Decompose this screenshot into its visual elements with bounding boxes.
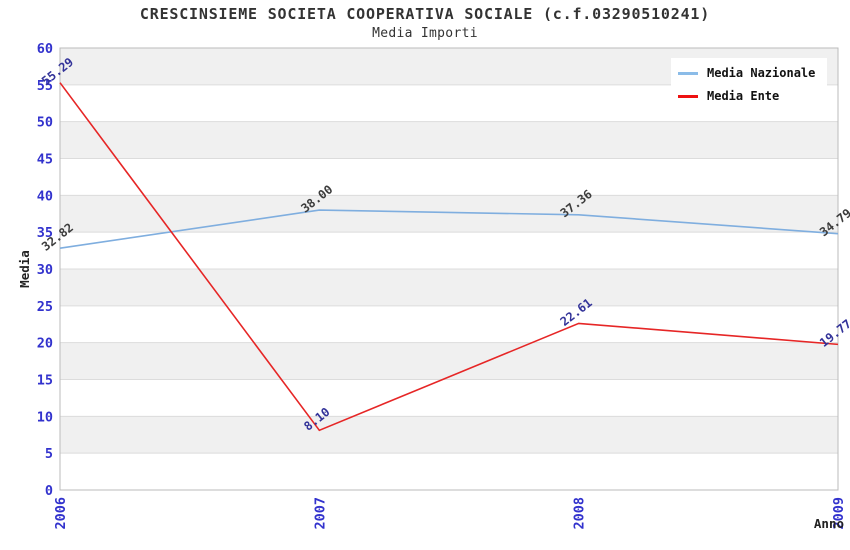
- legend-label: Media Ente: [707, 89, 780, 103]
- x-tick-label: 2008: [572, 497, 588, 530]
- plot-band: [60, 453, 838, 490]
- y-tick-label: 5: [45, 446, 53, 462]
- y-axis-title: Media: [17, 250, 32, 288]
- plot-band: [60, 342, 838, 380]
- plot-band: [60, 232, 838, 269]
- x-tick-label: 2006: [53, 497, 69, 530]
- y-tick-label: 45: [37, 152, 53, 168]
- y-tick-label: 20: [37, 336, 53, 352]
- y-tick-label: 35: [37, 225, 53, 241]
- y-tick-label: 30: [37, 262, 53, 278]
- plot-border: [59, 47, 839, 491]
- y-tick-label: 0: [45, 483, 53, 499]
- plot-band: [60, 158, 838, 196]
- plot-band: [60, 379, 838, 417]
- series-line-media-nazionale: [59, 209, 839, 250]
- x-tick-label: 2009: [831, 497, 847, 530]
- plot-band: [60, 269, 838, 306]
- chart-title: CRESCINSIEME SOCIETA COOPERATIVA SOCIALE…: [139, 5, 711, 23]
- y-tick-label: 25: [37, 299, 53, 315]
- y-tick-label: 10: [37, 409, 53, 425]
- plot-band: [60, 305, 838, 343]
- plot-band: [60, 416, 838, 454]
- x-axis-title: Anno: [814, 516, 844, 531]
- legend-item: Media Ente: [678, 89, 815, 103]
- y-tick-label: 55: [37, 78, 53, 94]
- y-tick-label: 15: [37, 373, 53, 389]
- y-tick-label: 50: [37, 115, 53, 131]
- plot-band: [60, 121, 838, 159]
- legend-swatch: [678, 71, 698, 75]
- chart-subtitle: Media Importi: [372, 26, 478, 41]
- legend-label: Media Nazionale: [707, 66, 816, 80]
- legend-item: Media Nazionale: [678, 66, 815, 80]
- x-tick-label: 2007: [312, 497, 328, 530]
- y-tick-label: 40: [37, 188, 53, 204]
- legend-swatch: [678, 94, 698, 98]
- plot-band: [60, 195, 838, 233]
- legend: Media Nazionale Media Ente: [671, 58, 828, 113]
- series-line-media-ente: [59, 82, 839, 432]
- y-tick-label: 60: [37, 41, 53, 57]
